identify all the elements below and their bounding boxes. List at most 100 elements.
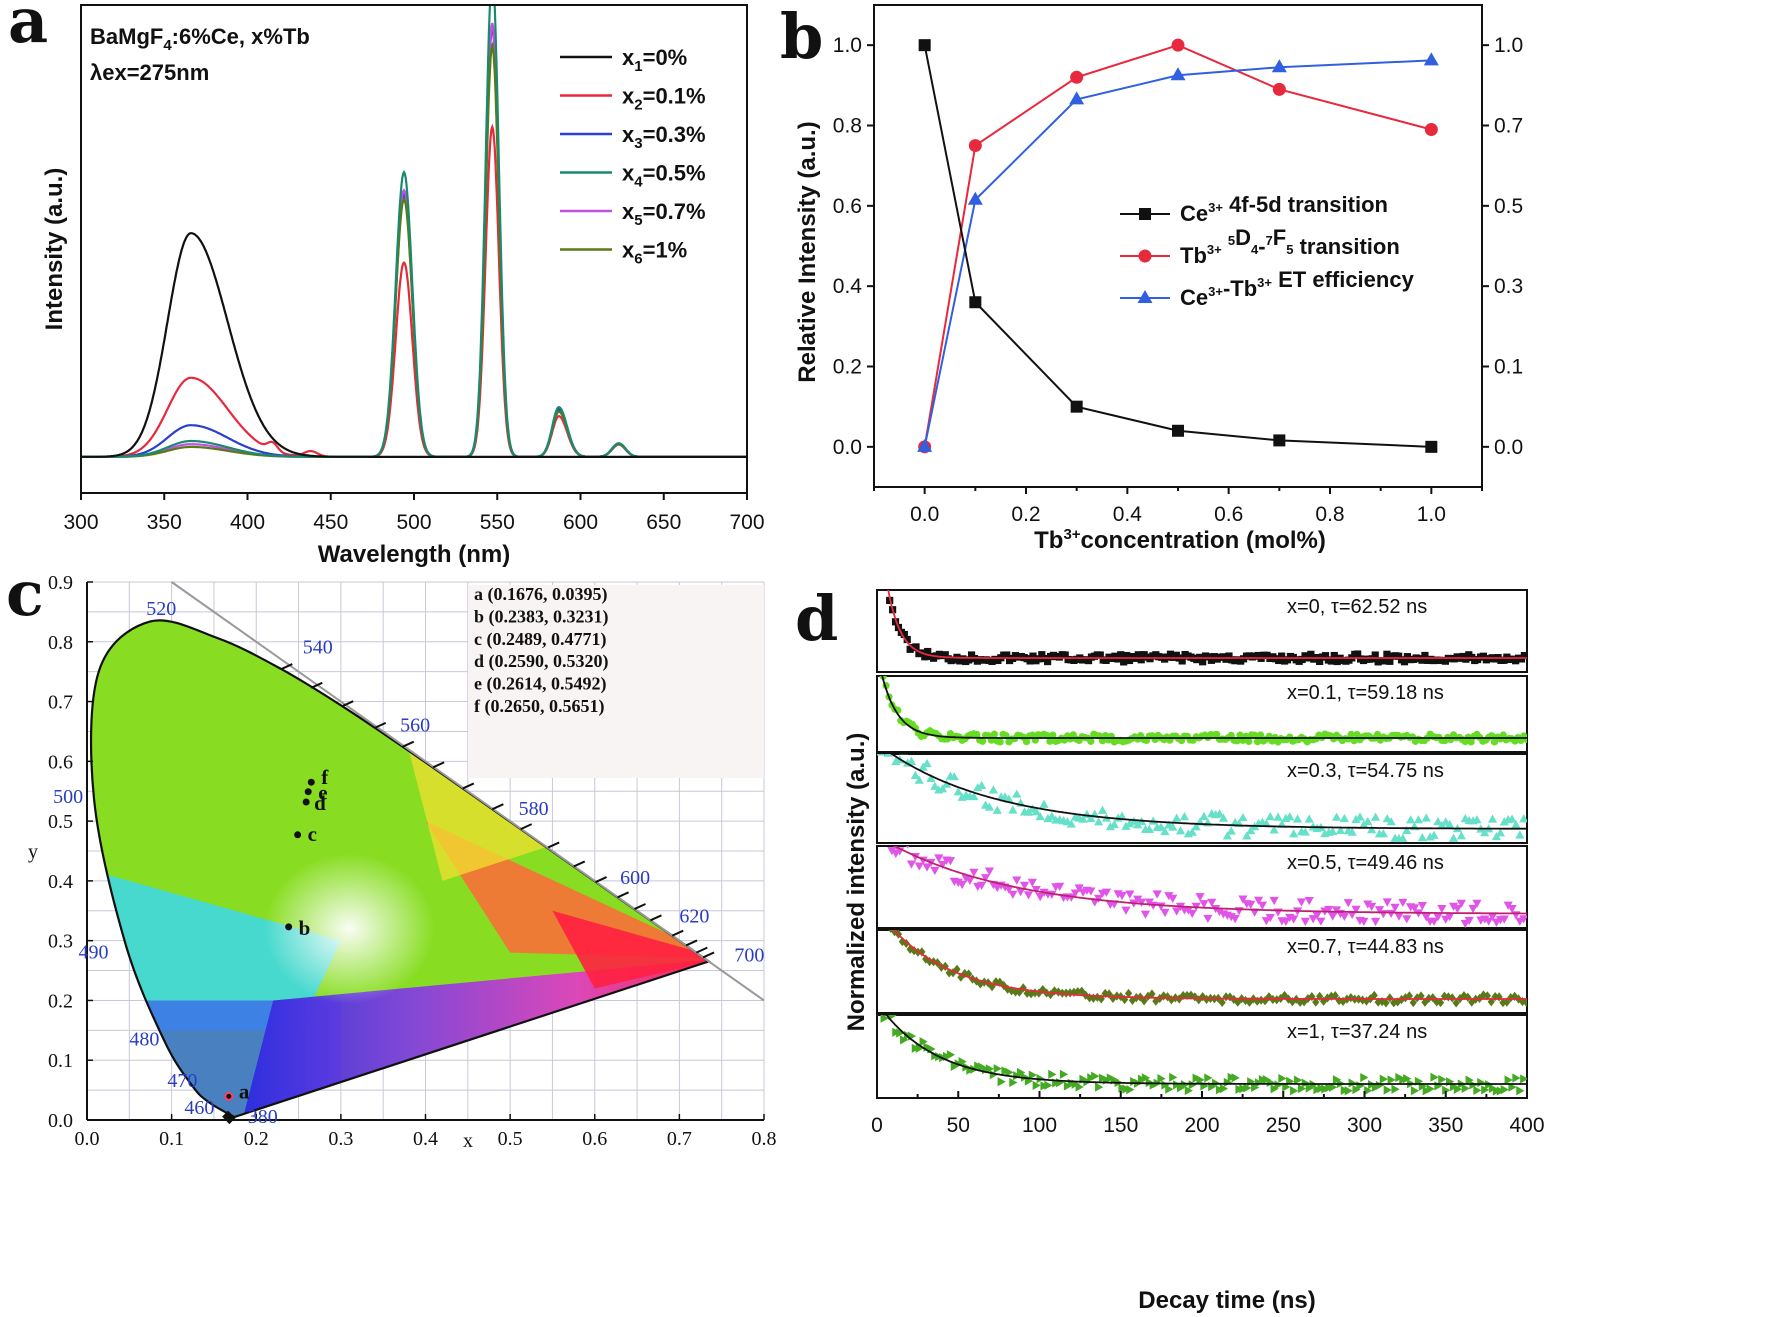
data-marker <box>1044 1080 1053 1090</box>
data-marker <box>1049 731 1057 739</box>
data-marker <box>1383 1085 1392 1095</box>
marker-square <box>1172 424 1184 437</box>
point-label-f: f <box>321 765 329 789</box>
x-tick-label: 450 <box>313 511 348 534</box>
marker-circle <box>968 139 982 153</box>
point-e <box>304 788 312 796</box>
data-marker <box>1168 894 1178 903</box>
data-marker <box>1187 827 1197 836</box>
data-marker <box>965 969 973 979</box>
series-line-1 <box>923 44 1432 447</box>
data-marker <box>1453 1084 1463 1094</box>
data-marker <box>1347 730 1355 738</box>
locus-tick <box>310 681 323 689</box>
x-tick-label: 0.5 <box>498 1128 523 1150</box>
panel-c-axes: 0.0 0.1 0.2 0.3 0.4 0.5 0.6 0.7 0.8 0.0 0.1 0.2 0.3 0… <box>28 572 777 1152</box>
data-marker <box>1378 829 1388 838</box>
data-marker <box>1199 811 1209 821</box>
data-marker <box>1445 912 1455 922</box>
data-marker <box>1400 658 1409 666</box>
data-marker <box>1097 994 1105 1004</box>
locus-tick <box>280 663 293 671</box>
data-marker <box>922 758 932 768</box>
data-marker <box>1035 811 1045 821</box>
data-marker <box>1222 831 1232 840</box>
data-marker <box>1512 1073 1521 1083</box>
fill-white-point <box>264 853 435 1004</box>
data-marker <box>1430 1072 1439 1082</box>
data-marker <box>1164 892 1174 901</box>
y-tick-label: 0.6 <box>833 195 862 218</box>
data-marker <box>1134 651 1142 659</box>
x-tick-label: 0.2 <box>244 1128 269 1150</box>
data-marker <box>1074 884 1084 893</box>
data-marker <box>883 578 890 585</box>
data-marker <box>1121 821 1131 830</box>
data-marker <box>1304 896 1314 906</box>
point-b <box>285 923 293 931</box>
data-marker <box>1421 651 1429 660</box>
locus-tick <box>671 929 684 937</box>
locus-tick-blue-end <box>222 1110 231 1119</box>
data-marker <box>1123 651 1131 660</box>
data-marker <box>1402 915 1412 924</box>
data-marker <box>1351 814 1361 823</box>
data-marker <box>930 781 940 790</box>
data-marker <box>1461 1083 1470 1093</box>
data-marker <box>926 957 934 967</box>
y2-tick-label: 0.5 <box>1494 195 1523 218</box>
locus-tick-blue-end <box>223 1112 232 1121</box>
data-marker <box>1519 915 1527 924</box>
data-marker <box>957 792 967 801</box>
y-tick-label: 0.1 <box>48 1050 73 1072</box>
data-marker <box>1507 905 1517 914</box>
data-marker <box>1012 789 1022 798</box>
y-axis-label: y <box>28 841 38 863</box>
data-marker <box>1519 814 1527 823</box>
data-marker <box>949 772 959 781</box>
data-marker <box>1031 885 1041 895</box>
panel-a-x-ticks: 300 350 400 450 500 550 600 650 700 <box>63 493 765 534</box>
data-marker <box>1353 730 1361 739</box>
data-marker <box>1523 735 1527 744</box>
data-marker <box>1373 730 1382 739</box>
data-marker <box>1499 817 1509 826</box>
data-marker <box>965 876 975 885</box>
data-marker <box>1117 651 1125 659</box>
data-marker <box>941 961 949 971</box>
data-marker <box>1023 891 1034 900</box>
marker-circle <box>1171 38 1185 52</box>
data-marker <box>1257 901 1268 910</box>
data-marker <box>877 1015 879 1016</box>
data-marker <box>992 805 1002 814</box>
data-marker <box>1511 820 1521 829</box>
data-marker <box>1481 1085 1490 1095</box>
data-marker <box>1487 997 1495 1007</box>
data-marker <box>1246 900 1256 909</box>
decay-subplot-4: x=0.7, τ=44.83 ns <box>876 929 1528 1014</box>
series-line-0 <box>923 44 1432 448</box>
data-marker <box>1339 912 1349 922</box>
data-marker <box>1429 993 1437 1003</box>
marker-square <box>1425 440 1438 453</box>
data-marker <box>1504 1075 1513 1085</box>
data-marker <box>1382 998 1390 1008</box>
data-marker <box>914 775 924 784</box>
data-marker <box>973 730 981 738</box>
wavelength-label-700: 700 <box>734 945 764 967</box>
data-marker <box>1398 833 1408 842</box>
data-marker <box>899 754 909 755</box>
wavelength-label-560: 560 <box>400 714 430 736</box>
data-marker <box>1418 656 1426 664</box>
data-marker <box>1009 1077 1018 1088</box>
data-marker <box>884 1015 888 1017</box>
data-marker <box>1507 993 1515 1003</box>
data-marker <box>990 730 998 738</box>
data-marker <box>1141 1073 1151 1083</box>
data-marker <box>1448 993 1456 1003</box>
data-marker <box>1160 908 1170 918</box>
data-marker <box>1096 651 1104 659</box>
x-axis-label: x <box>463 1130 473 1152</box>
data-marker <box>1172 907 1182 916</box>
data-marker <box>1281 917 1291 926</box>
